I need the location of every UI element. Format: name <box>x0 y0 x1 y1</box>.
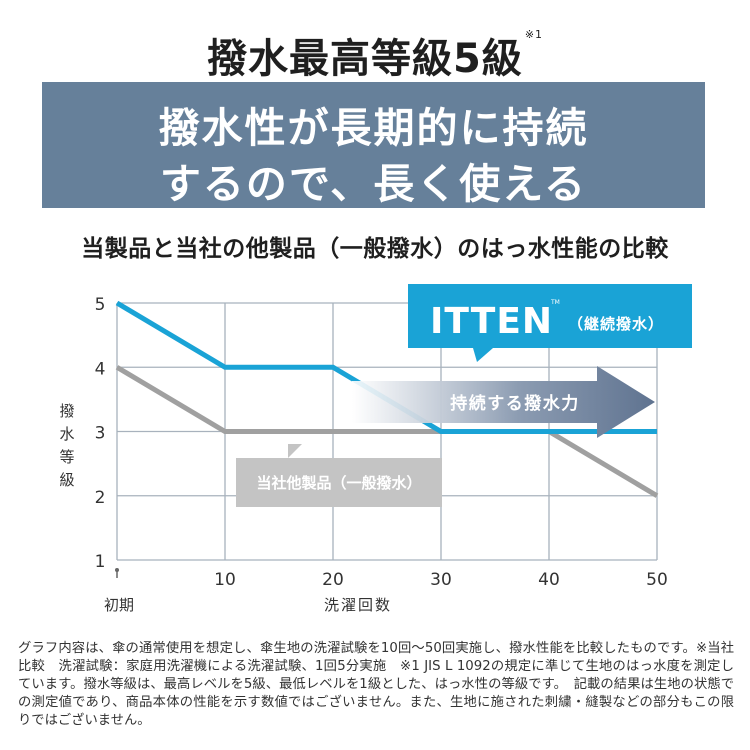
x-axis-title: 洗濯回数 <box>324 596 392 614</box>
x-start-label: 初期 <box>104 596 134 614</box>
series-line-other <box>115 365 659 498</box>
x-tick-label: 20 <box>322 570 344 590</box>
itten-callout-box <box>408 284 692 348</box>
headline-banner: 撥水性が長期的に持続 するので、長く使える <box>42 82 705 208</box>
itten-logo: ITTEN <box>430 301 553 342</box>
x-tick-label: 30 <box>430 570 452 590</box>
itten-trademark: TM <box>550 299 560 306</box>
y-tick-label: 4 <box>95 359 106 379</box>
other-callout-pointer <box>288 444 302 458</box>
y-tick-label: 1 <box>95 552 106 572</box>
x-tick-label: 40 <box>538 570 560 590</box>
persistence-arrow-label: 持続する撥水力 <box>450 393 580 414</box>
y-axis-title: 撥水等級 <box>59 402 74 489</box>
other-callout-label: 当社他製品（一般撥水） <box>256 474 421 492</box>
footnote: グラフ内容は、傘の通常使用を想定し、傘生地の洗濯試験を10回〜50回実施し、撥水… <box>18 641 734 728</box>
x-tick-label: 10 <box>214 570 236 590</box>
other-product-callout: 当社他製品（一般撥水） <box>236 444 442 507</box>
banner-line-2: するので、長く使える <box>159 160 588 208</box>
chart-subtitle: 当製品と当社の他製品（一般撥水）のはっ水性能の比較 <box>81 236 669 262</box>
other-callout-box <box>236 458 442 507</box>
page-title-text: 撥水最高等級5級 <box>206 36 523 82</box>
banner-line-1: 撥水性が長期的に持続 <box>158 104 589 152</box>
itten-callout-sublabel: （継続撥水） <box>568 315 664 333</box>
x-tick-label: 50 <box>646 570 668 590</box>
y-tick-label: 2 <box>95 488 106 508</box>
title-footnote-mark: ※1 <box>524 27 544 41</box>
persistence-arrow <box>352 366 655 438</box>
page-title: 撥水最高等級5級※1 <box>0 26 750 84</box>
itten-callout-pointer <box>473 348 493 362</box>
y-tick-label: 5 <box>95 295 106 315</box>
y-tick-label: 3 <box>95 424 106 444</box>
x-start-dot <box>115 568 119 572</box>
